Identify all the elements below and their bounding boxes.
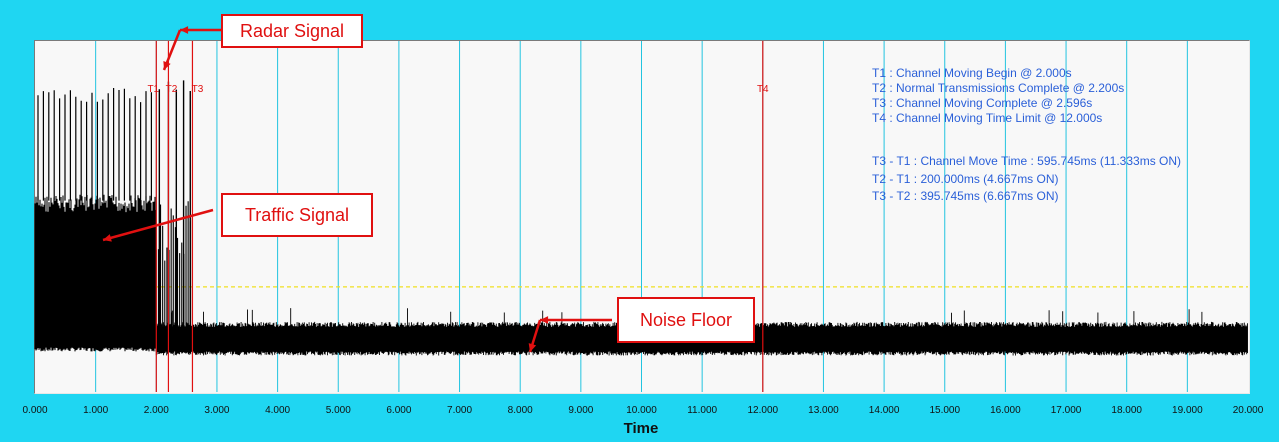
- annotation-arrowhead: [540, 316, 549, 324]
- x-tick-label: 12.000: [748, 405, 779, 416]
- x-tick-label: 17.000: [1051, 405, 1082, 416]
- x-tick-label: 19.000: [1172, 405, 1203, 416]
- x-axis-label: Time: [624, 420, 659, 437]
- x-tick-label: 20.000: [1233, 405, 1264, 416]
- annotation-arrowhead: [528, 343, 537, 352]
- x-tick-label: 8.000: [508, 405, 533, 416]
- callout-traffic-signal: Traffic Signal: [221, 193, 373, 237]
- marker-label: T4: [757, 84, 769, 95]
- traffic-signal-trace: [34, 194, 157, 352]
- legend-line-t2t1: T2 - T1 : 200.000ms (4.667ms ON): [872, 172, 1059, 186]
- annotation-arrowhead: [103, 234, 112, 242]
- marker-label: T1: [147, 84, 159, 95]
- annotation-arrows: [102, 26, 612, 353]
- x-tick-label: 2.000: [144, 405, 169, 416]
- legend-line-t3t1: T3 - T1 : Channel Move Time : 595.745ms …: [872, 154, 1182, 168]
- x-tick-label: 14.000: [869, 405, 900, 416]
- traffic-burst-trace: [37, 88, 152, 201]
- x-tick-label: 3.000: [204, 405, 229, 416]
- legend-line-t3t2: T3 - T2 : 395.745ms (6.667ms ON): [872, 189, 1059, 203]
- x-tick-label: 5.000: [326, 405, 351, 416]
- marker-label: T3: [192, 84, 204, 95]
- x-tick-label: 15.000: [929, 405, 960, 416]
- x-tick-label: 9.000: [568, 405, 593, 416]
- legend-line-t4: T4 : Channel Moving Time Limit @ 12.000s: [872, 111, 1103, 125]
- annotation-arrowhead: [180, 26, 189, 34]
- x-tick-label: 10.000: [626, 405, 657, 416]
- callout-radar-signal: Radar Signal: [221, 14, 363, 48]
- annotation-arrowhead: [163, 61, 171, 70]
- annotation-arrow: [102, 208, 214, 242]
- x-tick-label: 7.000: [447, 405, 472, 416]
- x-tick-label: 13.000: [808, 405, 839, 416]
- marker-label: T2: [166, 84, 178, 95]
- x-tick-label: 11.000: [687, 405, 717, 416]
- title-strip: [0, 0, 1279, 16]
- legend-line-t3: T3 : Channel Moving Complete @ 2.596s: [872, 96, 1093, 110]
- x-tick-label: 16.000: [990, 405, 1021, 416]
- x-tick-label: 18.000: [1111, 405, 1142, 416]
- legend-line-t2: T2 : Normal Transmissions Complete @ 2.2…: [872, 81, 1125, 95]
- x-tick-layer: 0.000 1.000 2.000 3.000 4.000 5.000 6.000 7.000…: [22, 405, 1263, 416]
- x-tick-label: 0.000: [22, 405, 47, 416]
- x-tick-label: 6.000: [386, 405, 411, 416]
- signal-layer: [34, 80, 1248, 356]
- x-tick-label: 4.000: [265, 405, 290, 416]
- x-tick-label: 1.000: [83, 405, 108, 416]
- legend-line-t1: T1 : Channel Moving Begin @ 2.000s: [872, 66, 1072, 80]
- callout-noise-floor: Noise Floor: [617, 297, 755, 343]
